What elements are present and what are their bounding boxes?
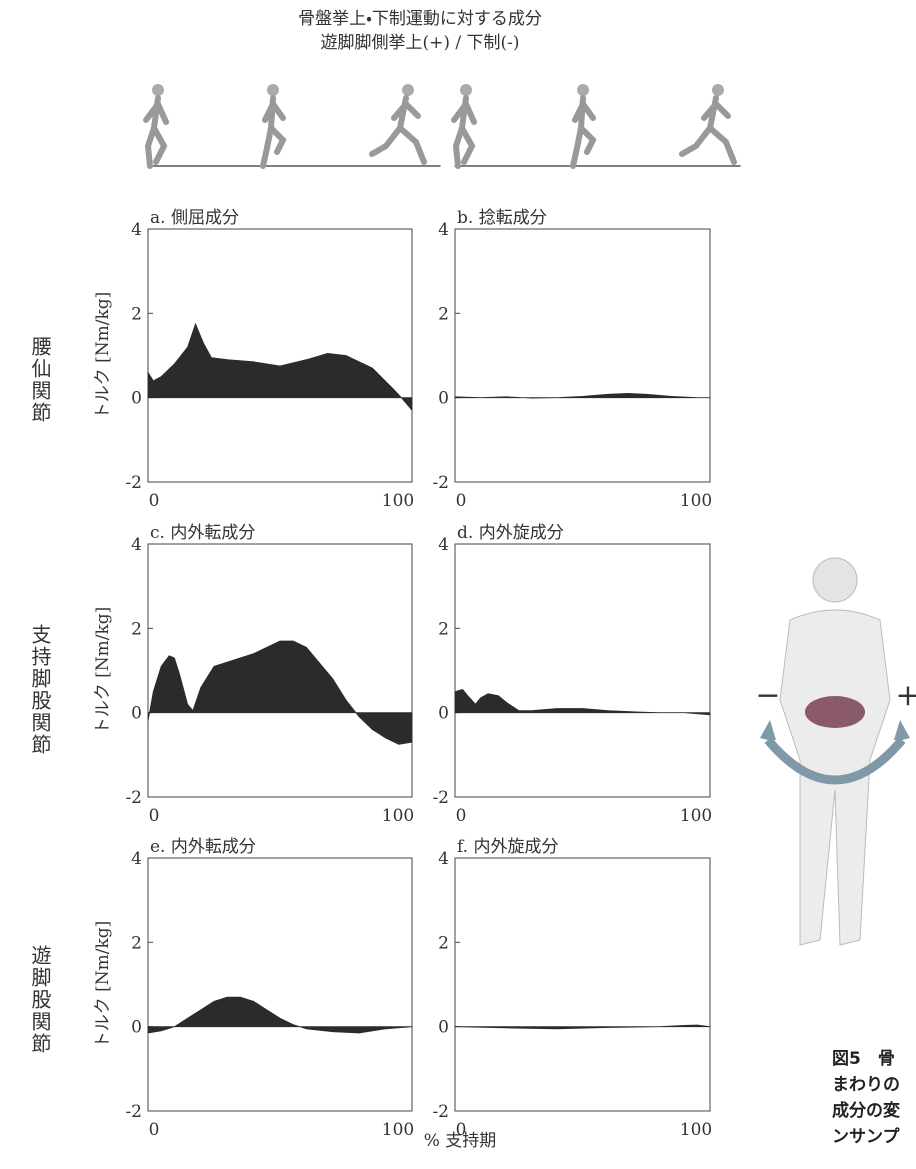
y-axis-label: トルク [Nm/kg] (93, 607, 113, 735)
x-tick-label: 100 (680, 806, 712, 826)
plot-frame (455, 229, 710, 482)
caption-line: 図5 骨 (832, 1049, 895, 1069)
row-label: 支持脚股関節 (28, 624, 52, 756)
y-tick-label: 2 (131, 619, 142, 639)
figure-title: 骨盤挙上・下制運動に対する成分 (298, 9, 542, 29)
chart-title: e. 内外転成分 (150, 837, 256, 857)
y-tick-label: 2 (438, 619, 449, 639)
y-tick-label: 4 (131, 535, 142, 555)
y-tick-label: 0 (131, 704, 142, 724)
minus-sign: − (755, 678, 780, 713)
page: 骨盤挙上・下制運動に対する成分 遊脚脚側挙上(+) / 下制(-) % 支持期 … (0, 0, 916, 1169)
y-tick-label: -2 (432, 473, 449, 493)
plot-frame (455, 544, 710, 797)
y-tick-label: 4 (131, 220, 142, 240)
y-tick-label: -2 (125, 1102, 142, 1122)
runner-strip (146, 84, 740, 166)
y-tick-label: -2 (432, 788, 449, 808)
figure-subtitle: 遊脚脚側挙上(+) / 下制(-) (320, 33, 519, 53)
caption-line: 成分の変 (832, 1100, 900, 1121)
area (455, 393, 710, 398)
y-tick-label: 4 (131, 849, 142, 869)
y-tick-label: 2 (131, 933, 142, 953)
y-tick-label: 0 (438, 1018, 449, 1038)
area (148, 324, 412, 410)
row-label: 遊脚股関節 (28, 945, 52, 1055)
y-axis-label: トルク [Nm/kg] (93, 292, 113, 420)
y-tick-label: -2 (125, 788, 142, 808)
x-tick-label: 100 (382, 1120, 414, 1140)
x-tick-label: 0 (149, 491, 160, 511)
chart-title: b. 捻転成分 (457, 208, 547, 228)
x-tick-label: 0 (149, 1120, 160, 1140)
caption-line: ンサンプ (832, 1126, 900, 1147)
chart-title: c. 内外転成分 (150, 523, 255, 543)
y-axis-label: トルク [Nm/kg] (93, 921, 113, 1049)
y-tick-label: 2 (438, 304, 449, 324)
y-tick-label: 4 (438, 535, 449, 555)
y-tick-label: 0 (131, 1018, 142, 1038)
x-tick-label: 100 (680, 491, 712, 511)
area (148, 641, 412, 744)
area (455, 690, 710, 715)
chart-title: f. 内外旋成分 (457, 837, 559, 857)
x-tick-label: 100 (382, 806, 414, 826)
chart-title: d. 内外旋成分 (457, 523, 564, 543)
y-tick-label: -2 (432, 1102, 449, 1122)
x-tick-label: 100 (382, 491, 414, 511)
x-tick-label: 0 (456, 1120, 467, 1140)
plot-frame (148, 858, 412, 1111)
y-tick-label: 0 (131, 389, 142, 409)
figure: 骨盤挙上・下制運動に対する成分 遊脚脚側挙上(+) / 下制(-) % 支持期 … (0, 0, 916, 1165)
area (148, 997, 412, 1033)
x-tick-label: 0 (456, 491, 467, 511)
y-tick-label: 2 (131, 304, 142, 324)
pelvis-illustration: − + (755, 558, 916, 945)
plot-frame (455, 858, 710, 1111)
x-tick-label: 0 (149, 806, 160, 826)
x-tick-label: 0 (456, 806, 467, 826)
y-tick-label: 2 (438, 933, 449, 953)
y-tick-label: 0 (438, 389, 449, 409)
x-tick-label: 100 (680, 1120, 712, 1140)
y-tick-label: -2 (125, 473, 142, 493)
plus-sign: + (895, 678, 916, 713)
caption-line: まわりの (832, 1075, 900, 1095)
y-tick-label: 4 (438, 220, 449, 240)
y-tick-label: 4 (438, 849, 449, 869)
chart-title: a. 側屈成分 (150, 208, 239, 228)
area (455, 1025, 710, 1029)
y-tick-label: 0 (438, 704, 449, 724)
row-label: 腰仙関節 (28, 336, 52, 424)
